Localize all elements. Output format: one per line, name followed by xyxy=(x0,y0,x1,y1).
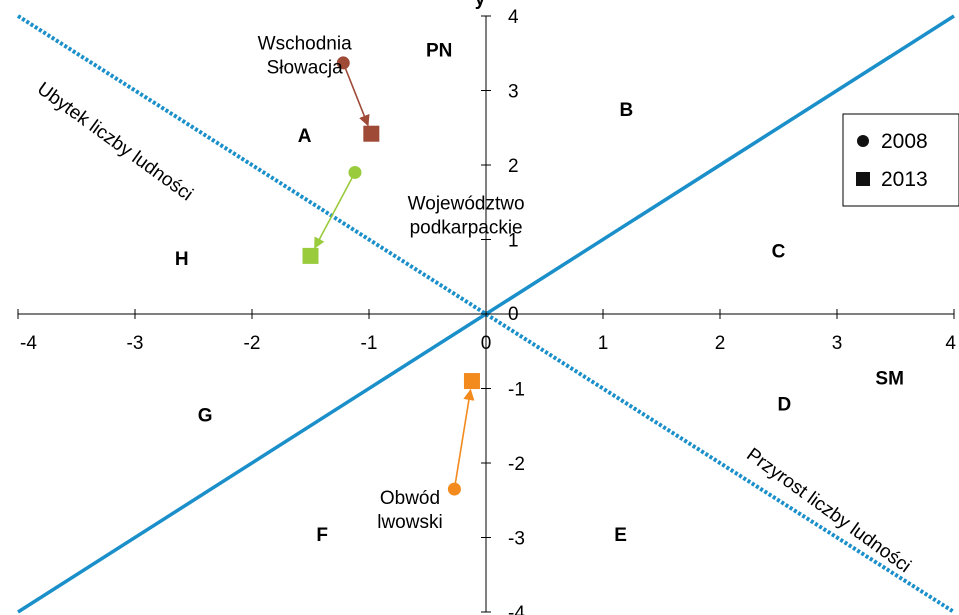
x-tick-label: -4 xyxy=(20,333,37,354)
legend: 2008 2013 xyxy=(842,113,959,207)
region-label: F xyxy=(316,525,328,546)
series-label: Województwo podkarpackie xyxy=(408,194,525,239)
series-label-line: Wschodnia xyxy=(258,34,352,55)
series-point-2013 xyxy=(302,247,319,264)
series-point-2008 xyxy=(348,165,362,179)
series-arrow xyxy=(314,177,353,249)
diagonal-label: Przyrost liczby ludności xyxy=(742,444,914,577)
x-tick-label: 2 xyxy=(715,333,726,354)
y-tick-label: 4 xyxy=(508,7,519,28)
region-label: D xyxy=(777,394,791,415)
region-label: E xyxy=(614,525,627,546)
region-label: B xyxy=(620,100,634,121)
y-tick-label: 1 xyxy=(508,231,519,252)
series: Wschodnia Słowacja Województwo podkarpackie… xyxy=(258,34,525,533)
y-tick-label: -3 xyxy=(508,529,525,550)
y-axis-label: y xyxy=(475,0,486,10)
series-point-2013 xyxy=(463,373,480,390)
legend-label: 2013 xyxy=(881,168,928,191)
diagonal-label: Ubytek liczby ludności xyxy=(33,78,197,205)
y-tick-label: 2 xyxy=(508,156,519,177)
series-point-2008 xyxy=(336,56,350,70)
series-label: Obwód lwowski xyxy=(377,488,442,533)
series-label-line: Słowacja xyxy=(267,58,343,79)
x-tick-label: 4 xyxy=(945,333,956,354)
region-labels: PN A B C H SM D G F E xyxy=(175,41,904,546)
legend-marker-circle xyxy=(857,135,869,147)
series-label-line: Obwód xyxy=(380,488,440,509)
x-tick-label: -3 xyxy=(127,333,144,354)
region-label: SM xyxy=(875,368,904,389)
legend-label: 2008 xyxy=(881,130,928,153)
series-group: Województwo podkarpackie xyxy=(302,165,525,264)
x-tick-label: -1 xyxy=(361,333,378,354)
series-group: Wschodnia Słowacja xyxy=(258,34,380,142)
y-tick-label: -2 xyxy=(508,454,525,475)
tick-labels: -4 -3 -2 -1 0 1 2 3 4 -4 -3 -2 -1 1 2 3 4 0 y xyxy=(20,0,956,615)
x-tick-label: 0 xyxy=(481,333,492,354)
legend-marker-square xyxy=(856,172,870,186)
series-label-line: lwowski xyxy=(377,512,442,533)
axes xyxy=(17,15,955,613)
series-label-line: Województwo xyxy=(408,194,525,215)
legend-box xyxy=(842,113,959,207)
region-label: PN xyxy=(426,41,452,62)
series-arrow xyxy=(344,68,370,127)
y-tick-label: -4 xyxy=(508,603,525,615)
region-label: H xyxy=(175,249,189,270)
series-point-2008 xyxy=(447,482,461,496)
y-tick-label: -1 xyxy=(508,380,525,401)
y-tick-label: 0 xyxy=(508,304,519,325)
x-tick-label: 1 xyxy=(598,333,609,354)
series-label-line: podkarpackie xyxy=(410,218,523,239)
region-label: A xyxy=(298,126,312,147)
series-label: Wschodnia Słowacja xyxy=(258,34,352,79)
series-arrow xyxy=(454,388,475,484)
x-tick-label: -2 xyxy=(244,333,261,354)
region-label: C xyxy=(772,242,786,263)
series-group: Obwód lwowski xyxy=(377,373,480,533)
y-tick-label: 3 xyxy=(508,82,519,103)
region-label: G xyxy=(198,406,213,427)
series-point-2013 xyxy=(363,125,380,142)
x-tick-label: 3 xyxy=(832,333,843,354)
